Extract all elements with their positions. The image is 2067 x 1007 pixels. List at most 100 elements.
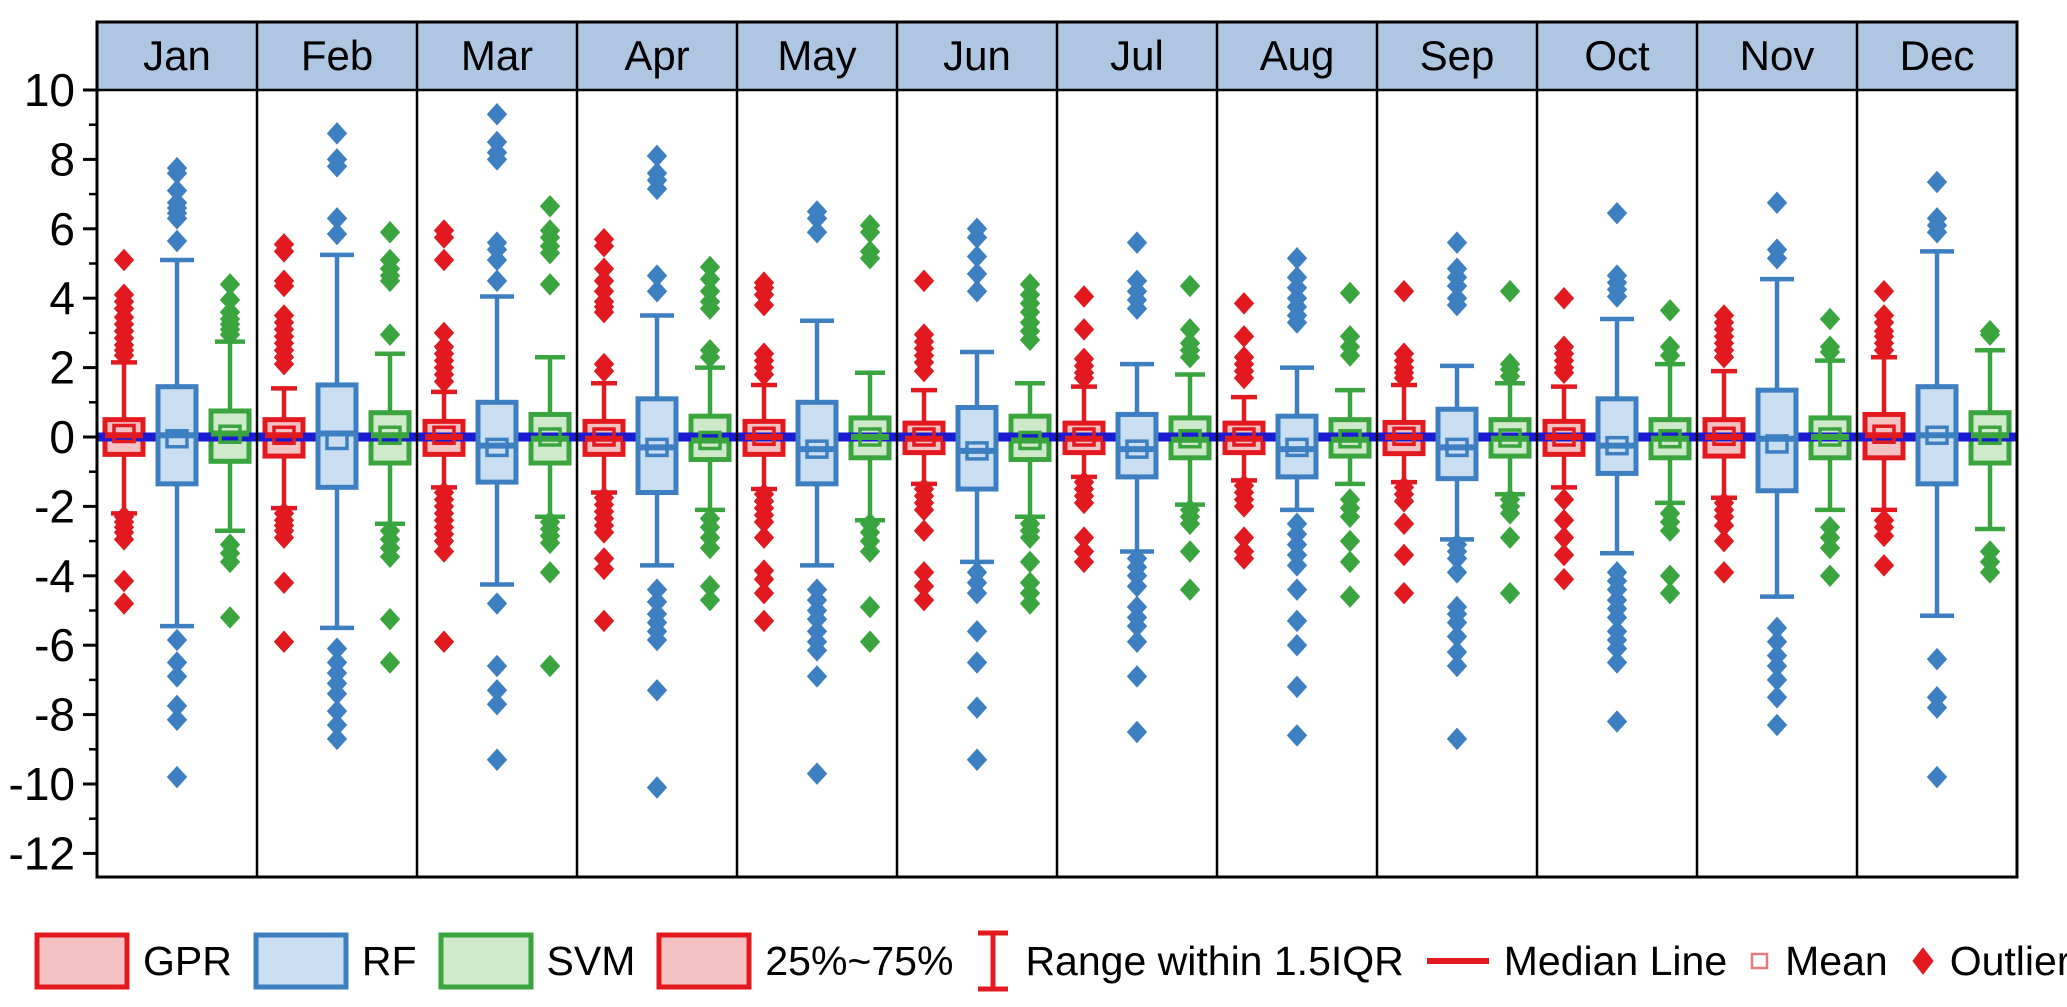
outlier-diamond	[273, 274, 295, 298]
mean-marker	[912, 427, 936, 447]
outlier-diamond	[326, 122, 348, 145]
outlier-diamond	[433, 370, 455, 393]
outlier-diamond	[379, 323, 401, 346]
outlier-diamond	[1286, 675, 1308, 699]
outlier-diamond	[1606, 201, 1628, 225]
plot-frame	[95, 20, 2019, 879]
mean-marker	[1018, 430, 1042, 451]
y-tick-label: -4	[34, 550, 75, 602]
outlier-diamond	[593, 359, 615, 383]
mean-marker	[752, 426, 776, 447]
outlier-diamond	[486, 103, 508, 126]
outlier-diamond	[966, 620, 988, 643]
legend-label-mean: Mean	[1785, 937, 1888, 984]
outlier-diamond	[539, 531, 561, 555]
legend-item-range: Range within 1.5IQR	[974, 927, 1404, 995]
outlier-diamond	[1926, 696, 1948, 719]
outlier-diamond	[326, 155, 348, 178]
outlier-diamond	[1179, 274, 1201, 298]
outlier-diamond	[806, 665, 828, 688]
mean-marker	[805, 439, 829, 459]
outlier-diamond	[326, 222, 348, 246]
outlier-diamond	[326, 727, 348, 751]
iqr-box	[475, 399, 519, 485]
outlier-diamond	[1819, 564, 1841, 588]
outlier-diamond	[273, 630, 295, 653]
iqr-box	[1115, 411, 1159, 480]
outlier-diamond	[753, 293, 775, 317]
svm-box-swatch-icon	[438, 932, 534, 990]
outlier-diamond	[699, 297, 721, 320]
outlier-diamond	[913, 588, 935, 612]
outlier-diamond	[1553, 543, 1575, 567]
month-label-feb: Feb	[301, 32, 373, 79]
outlier-diamond	[913, 519, 935, 542]
outlier-diamond	[1179, 578, 1201, 601]
outlier-diamond	[1713, 345, 1735, 369]
legend-label-rf: RF	[361, 937, 417, 984]
mean-marker	[1712, 426, 1736, 447]
outlier-diamond	[1393, 489, 1415, 513]
outlier-diamond	[1286, 578, 1308, 601]
month-label-nov: Nov	[1740, 32, 1815, 79]
outlier-diamond	[486, 654, 508, 678]
outlier-diamond	[1339, 344, 1361, 367]
outlier-diamond	[1286, 609, 1308, 633]
month-label-apr: Apr	[624, 32, 689, 79]
gpr-box-swatch-icon	[34, 932, 130, 990]
outlier-diamond	[1233, 495, 1255, 518]
outlier-diamond	[646, 776, 668, 799]
outlier-diamond	[966, 581, 988, 605]
outlier-diamond	[219, 606, 241, 629]
outlier-diamond	[1926, 647, 1948, 671]
outlier-diamond	[1819, 536, 1841, 560]
outlier-diamond	[966, 748, 988, 771]
series-rf	[155, 103, 1959, 799]
outlier-diamond	[166, 708, 188, 732]
outlier-diamond	[1339, 529, 1361, 553]
outlier-diamond	[1233, 547, 1255, 570]
outlier-diamond	[486, 269, 508, 293]
outlier-diamond	[486, 692, 508, 716]
outlier-diamond	[1393, 280, 1415, 303]
y-tick-label: 4	[49, 272, 75, 324]
outlier-diamond	[1019, 550, 1041, 574]
outlier-diamond	[806, 221, 828, 244]
outlier-diamond	[273, 352, 295, 376]
mean-marker	[1232, 427, 1256, 447]
outlier-diamond	[1126, 630, 1148, 653]
outlier-diamond	[1019, 526, 1041, 549]
mean-marker	[1178, 428, 1202, 449]
chart-canvas: Jan Feb Mar Apr May Jun Jul Aug Sep Oct Nov Dec 10 8 6…	[9, 20, 2019, 879]
outlier-diamond	[1286, 311, 1308, 334]
outlier-diamond	[859, 540, 881, 563]
iqr-box	[1435, 406, 1479, 482]
outlier-diamond	[1179, 512, 1201, 535]
outlier-diamond	[539, 654, 561, 678]
outlier-diamond	[1979, 561, 2001, 584]
outlier-diamond	[1873, 339, 1895, 362]
mean-marker	[1765, 434, 1789, 454]
mean-marker	[592, 427, 616, 447]
month-label-jul: Jul	[1110, 32, 1164, 79]
outlier-diamond	[1979, 323, 2001, 346]
outlier-diamond	[486, 748, 508, 771]
outlier-diamond	[1126, 231, 1148, 254]
outlier-diamond	[1553, 488, 1575, 511]
outlier-diamond	[1766, 686, 1788, 709]
outlier-diamond	[1553, 361, 1575, 385]
outlier-diamond	[219, 550, 241, 574]
series-svm-median-mean	[211, 424, 2009, 451]
month-label-jun: Jun	[943, 32, 1011, 79]
chart-area: Jan Feb Mar Apr May Jun Jul Aug Sep Oct Nov Dec 10 8 6…	[9, 20, 2019, 879]
outlier-diamond	[1873, 554, 1895, 577]
legend-label-iqr-box: 25%~75%	[765, 937, 954, 984]
outlier-diamond	[113, 528, 135, 551]
outlier-diamond	[1073, 366, 1095, 390]
outlier-diamond	[859, 247, 881, 270]
outlier-diamond	[166, 229, 188, 253]
outlier-diamond	[806, 639, 828, 662]
outlier-diamond	[1446, 727, 1468, 751]
outlier-diamond	[273, 571, 295, 594]
